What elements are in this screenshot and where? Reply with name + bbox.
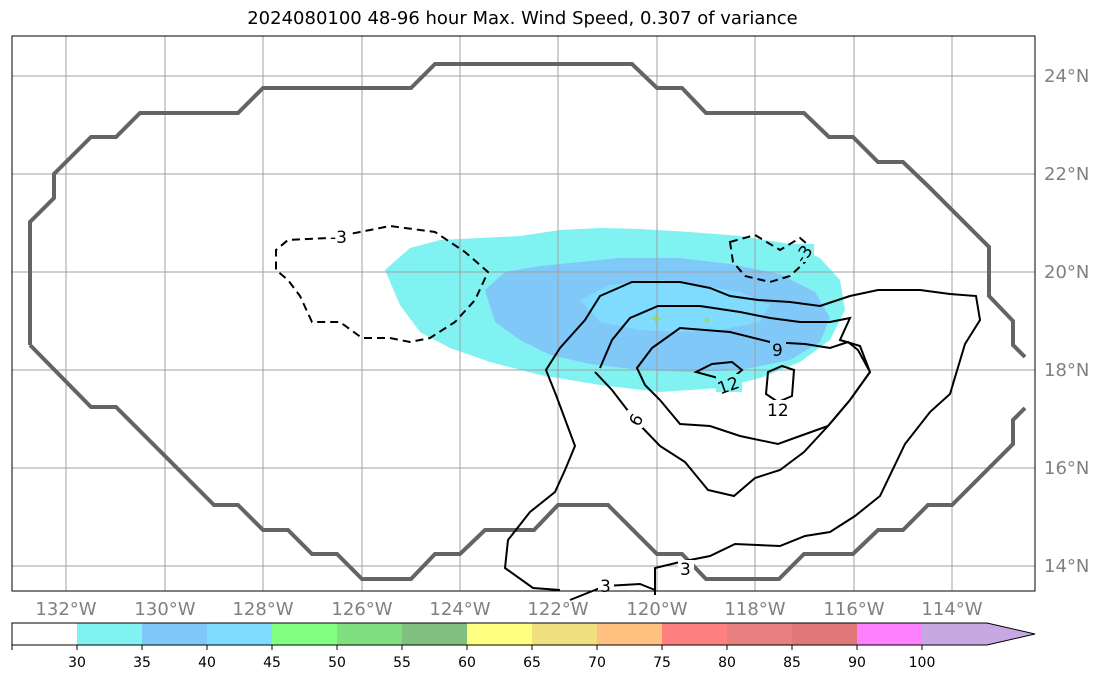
colorbar-swatch (142, 623, 207, 645)
lon-labels: 132°W 130°W 128°W 126°W 124°W 122°W 120°… (35, 599, 982, 620)
colorbar-swatch (727, 623, 792, 645)
contour-label-3b: 3 (600, 577, 611, 597)
colorbar-swatch (467, 623, 532, 645)
colorbar-label: 90 (848, 655, 866, 671)
colorbar-label: 75 (653, 655, 671, 671)
gridlines (12, 36, 1035, 591)
colorbar-swatch (12, 623, 77, 645)
colorbar-label: 100 (909, 655, 936, 671)
colorbar-swatch (337, 623, 402, 645)
colorbar-swatch (272, 623, 337, 645)
colorbar-swatch (597, 623, 662, 645)
colorbar-swatch (207, 623, 272, 645)
lat-label: 22°N (1044, 164, 1089, 185)
colorbar-swatch (77, 623, 142, 645)
contour-label-12b: 12 (767, 401, 789, 421)
colorbar-swatch (402, 623, 467, 645)
lon-label: 132°W (35, 599, 96, 620)
colorbar: 30 35 40 45 50 55 60 65 70 75 80 85 90 100 (11, 622, 1036, 671)
contour-9 (635, 326, 872, 446)
colorbar-swatch (662, 623, 727, 645)
lon-label: 116°W (823, 599, 884, 620)
colorbar-label: 85 (783, 655, 801, 671)
colorbar-outline (11, 622, 1036, 646)
lat-label: 24°N (1044, 66, 1089, 87)
colorbar-label: 70 (588, 655, 606, 671)
colorbar-label: 55 (393, 655, 411, 671)
colorbar-label: 30 (68, 655, 86, 671)
green-marker-b: + (702, 313, 712, 327)
colorbar-label: 45 (263, 655, 281, 671)
contour-labels: -3 -3 3 3 6 9 12 12 (330, 228, 817, 597)
lat-label: 14°N (1044, 556, 1089, 577)
lon-label: 124°W (429, 599, 490, 620)
green-marker-a: + (650, 311, 662, 327)
markers: + + (650, 311, 712, 327)
lon-label: 126°W (331, 599, 392, 620)
colorbar-swatch (792, 623, 857, 645)
lon-label: 128°W (232, 599, 293, 620)
contour-3 (503, 281, 982, 595)
contour-neg3-west (275, 224, 490, 344)
colorbar-label: 40 (198, 655, 216, 671)
contour-3b (569, 582, 656, 601)
contour-label-3a: 3 (680, 560, 691, 580)
colorbar-swatch (532, 623, 597, 645)
colorbar-label: 60 (458, 655, 476, 671)
domain-boundary (28, 62, 1027, 581)
lon-label: 120°W (626, 599, 687, 620)
plot-frame (11, 35, 1036, 592)
lat-label: 18°N (1044, 360, 1089, 381)
contour-layer (275, 224, 982, 601)
colorbar-label: 35 (133, 655, 151, 671)
lon-label: 118°W (724, 599, 785, 620)
lon-label: 122°W (527, 599, 588, 620)
colorbar-label: 80 (718, 655, 736, 671)
map-title: 2024080100 48-96 hour Max. Wind Speed, 0… (247, 8, 798, 29)
lat-label: 16°N (1044, 458, 1089, 479)
lat-labels: 24°N 22°N 20°N 18°N 16°N 14°N (1044, 66, 1089, 577)
lon-label: 114°W (921, 599, 982, 620)
colorbar-swatch (857, 623, 922, 645)
colorbar-label: 50 (328, 655, 346, 671)
contour-label-9: 9 (772, 341, 783, 361)
colorbar-extend-arrow (922, 623, 1035, 645)
lat-label: 20°N (1044, 262, 1089, 283)
colorbar-label: 65 (523, 655, 541, 671)
contour-label-neg3-west: -3 (330, 228, 347, 248)
lon-label: 130°W (134, 599, 195, 620)
